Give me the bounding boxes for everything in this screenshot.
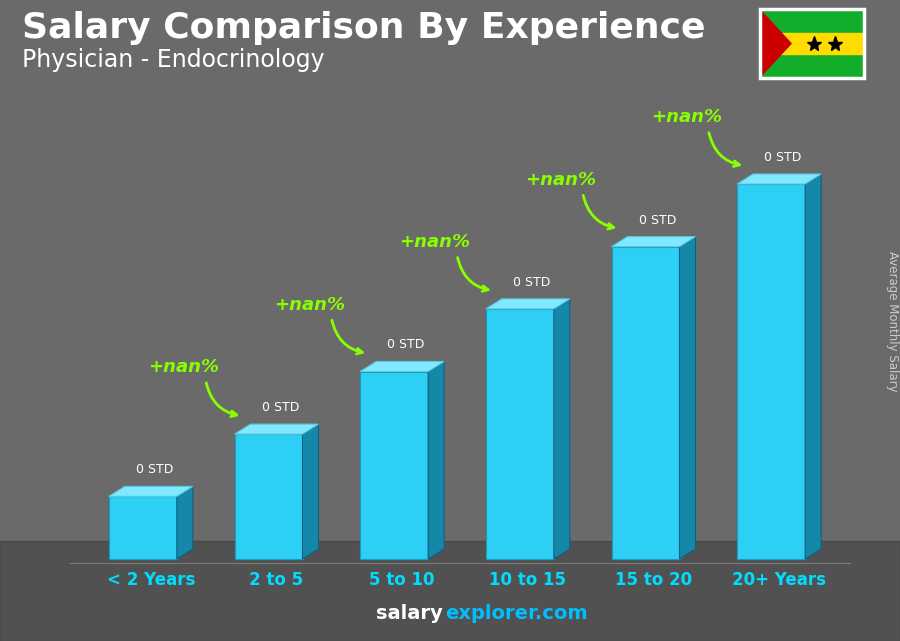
Text: Physician - Endocrinology: Physician - Endocrinology [22, 48, 325, 72]
Text: Average Monthly Salary: Average Monthly Salary [886, 251, 899, 391]
Text: +nan%: +nan% [274, 296, 345, 313]
Text: +nan%: +nan% [526, 171, 596, 188]
Text: 0 STD: 0 STD [513, 276, 551, 289]
Text: +nan%: +nan% [148, 358, 220, 376]
Polygon shape [428, 362, 445, 559]
Text: 5 to 10: 5 to 10 [369, 571, 435, 589]
Polygon shape [109, 496, 176, 559]
Polygon shape [611, 247, 680, 559]
Text: 0 STD: 0 STD [136, 463, 174, 476]
Text: 20+ Years: 20+ Years [733, 571, 826, 589]
Polygon shape [762, 11, 792, 76]
Polygon shape [737, 184, 806, 559]
Text: Salary Comparison By Experience: Salary Comparison By Experience [22, 11, 706, 45]
Text: +nan%: +nan% [400, 233, 471, 251]
Bar [762, 11, 862, 76]
Text: 0 STD: 0 STD [388, 338, 425, 351]
Text: 0 STD: 0 STD [639, 213, 676, 227]
Text: 0 STD: 0 STD [764, 151, 802, 164]
Polygon shape [176, 487, 193, 559]
Text: explorer.com: explorer.com [445, 604, 588, 623]
Polygon shape [486, 309, 554, 559]
Text: < 2 Years: < 2 Years [106, 571, 195, 589]
Text: +nan%: +nan% [651, 108, 722, 126]
Polygon shape [235, 434, 302, 559]
Polygon shape [806, 174, 821, 559]
Polygon shape [302, 424, 319, 559]
Polygon shape [360, 362, 445, 372]
Polygon shape [611, 237, 696, 247]
Text: 10 to 15: 10 to 15 [490, 571, 566, 589]
Text: 2 to 5: 2 to 5 [249, 571, 303, 589]
Polygon shape [235, 424, 319, 434]
Bar [0, 541, 900, 641]
Text: 15 to 20: 15 to 20 [615, 571, 692, 589]
Polygon shape [680, 237, 696, 559]
Polygon shape [109, 487, 193, 496]
Bar [762, 33, 862, 54]
Polygon shape [360, 372, 428, 559]
Text: salary: salary [376, 604, 443, 623]
Bar [760, 9, 864, 78]
Text: 0 STD: 0 STD [262, 401, 299, 414]
Polygon shape [486, 299, 570, 309]
Polygon shape [737, 174, 821, 184]
Polygon shape [554, 299, 570, 559]
